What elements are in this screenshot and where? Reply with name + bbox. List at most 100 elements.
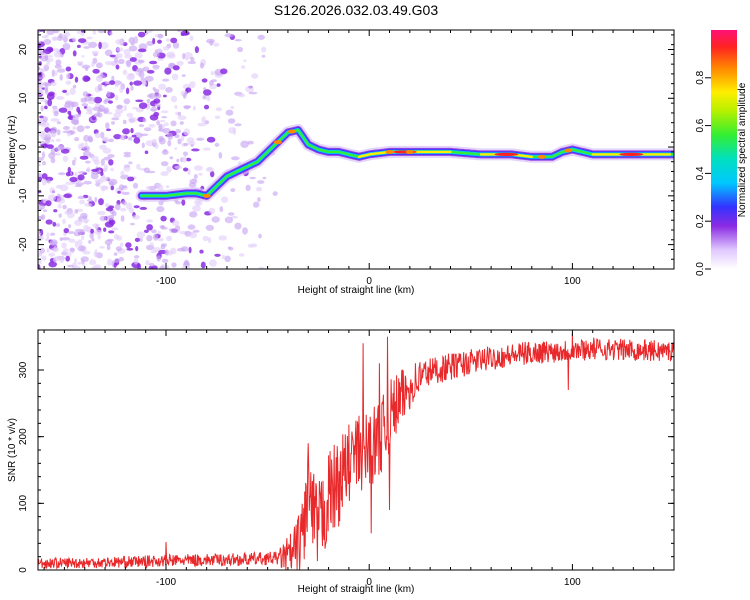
spectrogram-noise-blob: [71, 119, 79, 125]
spectrogram-noise-blob: [92, 30, 97, 35]
spectrogram-noise-blob: [135, 245, 139, 252]
spectrogram-ridge-peak: [564, 148, 573, 153]
spectrogram-noise-blob: [113, 234, 120, 240]
snr-series-line: [38, 333, 674, 570]
spectrogram-noise-blob: [114, 258, 120, 263]
spectrogram-noise-blob: [231, 156, 240, 161]
spectrogram-noise-blob: [46, 60, 50, 65]
spectrogram-noise-blob: [214, 115, 221, 120]
spectrogram-noise-blob: [56, 121, 62, 125]
spectrogram-noise-blob: [74, 258, 78, 263]
spectrogram-noise-blob: [60, 148, 70, 154]
spectrogram-noise-blob: [138, 43, 148, 51]
spectrogram-noise-blob: [150, 106, 158, 112]
spectrogram-noise-blob: [145, 140, 155, 147]
spectrogram-noise-blob: [39, 208, 43, 211]
spectrogram-noise-blob: [79, 199, 86, 205]
spectrogram-noise-blob: [48, 261, 57, 268]
spectrogram-noise-blob: [44, 64, 49, 68]
spectrogram-y-tick-label: -20: [18, 237, 29, 252]
spectrogram-noise-blob: [86, 36, 93, 40]
spectrogram-noise-blob: [193, 174, 198, 179]
spectrogram-noise-blob: [163, 148, 167, 153]
spectrogram-noise-blob: [144, 75, 154, 82]
spectrogram-noise-blob: [105, 122, 110, 129]
spectrogram-noise-blob: [135, 68, 145, 73]
spectrogram-noise-blob: [83, 145, 90, 152]
spectrogram-noise-blob: [41, 255, 47, 261]
spectrogram-noise-blob: [123, 154, 131, 158]
spectrogram-noise-blob: [142, 118, 147, 123]
spectrogram-noise-blob: [65, 66, 72, 72]
spectrogram-noise-blob: [234, 222, 242, 230]
spectrogram-noise-blob: [242, 227, 248, 235]
spectrogram-noise-blob: [75, 182, 85, 186]
spectrogram-noise-blob: [152, 87, 156, 91]
spectrogram-noise-blob: [163, 122, 169, 127]
spectrogram-noise-blob: [65, 171, 71, 177]
spectrogram-noise-blob: [185, 157, 192, 162]
spectrogram-noise-blob: [183, 52, 193, 60]
spectrogram-noise-blob: [161, 116, 168, 119]
spectrogram-noise-blob: [133, 257, 139, 265]
spectrogram-noise-blob: [44, 87, 49, 95]
spectrogram-noise-blob: [182, 92, 187, 99]
spectrogram-noise-blob: [82, 250, 91, 255]
spectrogram-noise-blob: [115, 246, 123, 252]
spectrogram-noise-blob: [152, 37, 156, 45]
spectrogram-noise-blob: [165, 185, 170, 189]
spectrogram-noise-blob: [61, 242, 67, 249]
spectrogram-noise-blob: [83, 46, 91, 49]
spectrogram-noise-blob: [42, 209, 48, 212]
spectrogram-y-tick-label: 0: [18, 144, 29, 150]
spectrogram-noise-blob: [119, 242, 124, 248]
spectrogram-noise-blob: [93, 113, 98, 118]
spectrogram-noise-blob: [118, 256, 125, 262]
spectrogram-noise-blob: [256, 186, 263, 192]
spectrogram-noise-blob: [133, 205, 140, 209]
spectrogram-noise-blob: [48, 252, 56, 257]
spectrogram-noise-blob: [107, 154, 115, 158]
spectrogram-noise-blob: [187, 168, 191, 176]
spectrogram-noise-blob: [134, 35, 138, 43]
colorbar-label: Normalized spectral amplitude: [737, 82, 748, 217]
spectrogram-noise-blob: [183, 106, 190, 110]
spectrogram-noise-blob: [133, 137, 141, 144]
spectrogram-noise-blob: [96, 62, 103, 69]
spectrogram-noise-blob: [64, 102, 72, 108]
spectrogram-noise-blob: [115, 107, 124, 114]
spectrogram-noise-blob: [81, 55, 85, 58]
spectrogram-noise-blob: [237, 46, 244, 53]
spectrogram-noise-blob: [41, 178, 47, 186]
spectrogram-noise-blob: [86, 106, 92, 112]
spectrogram-noise-blob: [128, 73, 135, 76]
spectrogram-ridge-peak: [385, 149, 394, 154]
spectrogram-noise-blob: [165, 38, 170, 42]
spectrogram-noise-blob: [172, 41, 180, 49]
spectrogram-noise-blob: [89, 259, 97, 266]
spectrogram-noise-blob: [157, 33, 164, 39]
spectrogram-noise-blob: [91, 50, 99, 55]
spectrogram-noise-blob: [183, 128, 190, 136]
spectrogram-noise-blob: [113, 252, 118, 256]
spectrogram-noise-blob: [228, 127, 236, 134]
spectrogram-noise-blob: [38, 81, 44, 89]
spectrogram-noise-blob: [234, 123, 242, 127]
spectrogram-noise-blob: [80, 97, 88, 103]
spectrogram-x-label: Height of straight line (km): [298, 285, 415, 296]
spectrogram-noise-blob: [143, 167, 150, 174]
spectrogram-noise-blob: [139, 206, 148, 210]
spectrogram-noise-blob: [180, 135, 185, 142]
spectrogram-noise-blob: [207, 237, 212, 244]
spectrogram-noise-blob: [90, 172, 99, 180]
spectrogram-noise-blob: [157, 39, 162, 44]
colorbar-ticks: 0.0 0.2 0.4 0.6 0.8: [695, 70, 711, 276]
spectrogram-noise-blob: [95, 179, 101, 184]
spectrogram-noise-blob: [110, 185, 115, 191]
spectrogram-noise-blob: [39, 252, 43, 256]
spectrogram-noise-blob: [115, 64, 120, 70]
spectrogram-noise-blob: [99, 176, 108, 182]
spectrogram-noise-blob: [38, 163, 42, 167]
spectrogram-noise-blob: [130, 222, 135, 226]
spectrogram-noise-blob: [165, 87, 173, 93]
